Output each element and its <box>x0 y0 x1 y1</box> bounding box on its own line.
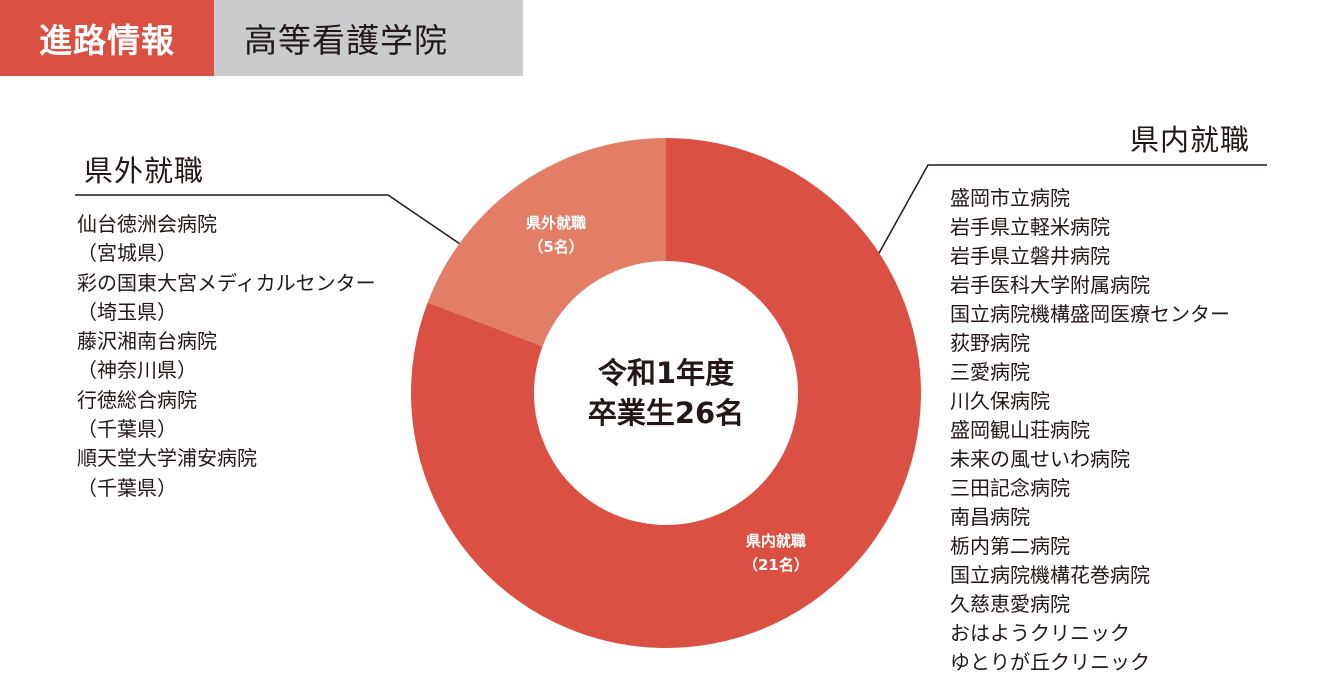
list-item: 盛岡観山荘病院 <box>950 418 1090 442</box>
list-item: 岩手医科大学附属病院 <box>950 273 1150 297</box>
list-item: （千葉県） <box>77 475 177 500</box>
center-label: 卒業生26名 <box>588 396 744 430</box>
list-item: 国立病院機構花巻病院 <box>950 563 1150 587</box>
school-tag: 高等看護学院 <box>214 0 523 76</box>
donut-slice <box>410 138 922 648</box>
inside-heading: 県内就職 <box>1130 123 1251 157</box>
list-item: 川久保病院 <box>950 389 1050 413</box>
list-item: 行徳総合病院 <box>77 387 197 412</box>
list-item: 岩手県立磐井病院 <box>950 244 1110 268</box>
list-item: 荻野病院 <box>950 331 1030 355</box>
list-item: （千葉県） <box>77 417 177 442</box>
center-label: 令和1年度 <box>598 356 734 390</box>
inside-hospital-list: 盛岡市立病院 岩手県立軽米病院 岩手県立磐井病院 岩手医科大学附属病院 国立病院… <box>950 184 1230 677</box>
list-item: 南昌病院 <box>950 505 1030 529</box>
list-item: （宮城県） <box>77 241 177 266</box>
list-item: 彩の国東大宮メディカルセンター <box>77 270 376 295</box>
list-item: 久慈恵愛病院 <box>950 592 1070 616</box>
slice-count-label: （5名） <box>528 238 583 256</box>
list-item: 三愛病院 <box>950 360 1030 384</box>
slice-label: 県外就職 <box>526 214 586 232</box>
slice-count-label: （21名） <box>743 556 809 574</box>
list-item: 栃内第二病院 <box>950 534 1070 558</box>
list-item: ゆとりが丘クリニック <box>950 650 1150 674</box>
slice-label: 県内就職 <box>746 532 806 550</box>
list-item: 岩手県立軽米病院 <box>950 215 1110 239</box>
list-item: 藤沢湘南台病院 <box>77 329 217 354</box>
donut-slice <box>427 138 666 347</box>
list-item: 順天堂大学浦安病院 <box>77 446 257 471</box>
category-tag: 進路情報 <box>0 0 214 76</box>
list-item: 仙台徳洲会病院 <box>77 212 217 236</box>
list-item: 未来の風せいわ病院 <box>950 447 1130 471</box>
list-item: 国立病院機構盛岡医療センター <box>950 302 1230 326</box>
outside-heading: 県外就職 <box>84 154 205 188</box>
list-item: （埼玉県） <box>77 299 177 324</box>
outside-hospital-list: 仙台徳洲会病院 （宮城県） 彩の国東大宮メディカルセンター （埼玉県） 藤沢湘南… <box>77 210 376 503</box>
list-item: 盛岡市立病院 <box>950 186 1070 210</box>
list-item: （神奈川県） <box>77 358 197 383</box>
list-item: 三田記念病院 <box>950 476 1070 500</box>
list-item: おはようクリニック <box>950 621 1130 645</box>
leader-line-outside <box>75 194 489 264</box>
